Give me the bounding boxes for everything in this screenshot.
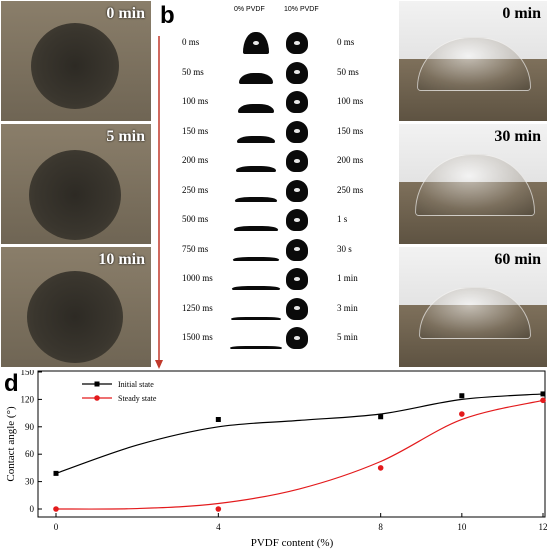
time-arrow bbox=[155, 36, 163, 369]
droplet-0pct bbox=[234, 226, 278, 231]
droplet-10pct bbox=[286, 179, 308, 202]
time-label-right: 200 ms bbox=[337, 155, 364, 165]
time-label-left: 100 ms bbox=[182, 96, 209, 106]
droplet-10pct bbox=[286, 327, 308, 349]
data-point-steady bbox=[53, 506, 59, 512]
droplet-10pct bbox=[286, 91, 308, 113]
panel-c-photo-1: 30 min bbox=[398, 123, 548, 245]
droplet-0pct bbox=[231, 316, 281, 320]
panel-a-photo-0: 0 min bbox=[0, 0, 152, 122]
time-label-right: 1 min bbox=[337, 273, 358, 283]
droplet-10pct bbox=[286, 150, 308, 172]
y-tick-label: 150 bbox=[21, 370, 35, 377]
legend-marker bbox=[94, 381, 100, 387]
y-tick-label: 90 bbox=[25, 422, 35, 432]
droplet-0pct bbox=[236, 166, 276, 172]
droplet-10pct bbox=[286, 61, 308, 84]
time-label-left: 1000 ms bbox=[182, 273, 213, 283]
y-tick-label: 120 bbox=[21, 394, 35, 404]
time-label-left: 1500 ms bbox=[182, 332, 213, 342]
data-point-initial bbox=[459, 393, 465, 399]
time-label-right: 1 s bbox=[337, 214, 348, 224]
water-stain bbox=[31, 23, 119, 109]
time-label-left: 150 ms bbox=[182, 125, 209, 136]
panel-a-time-1: 5 min bbox=[106, 128, 145, 145]
droplet-0pct bbox=[237, 135, 275, 143]
data-point-initial bbox=[53, 470, 59, 476]
time-label-left: 50 ms bbox=[182, 66, 204, 77]
droplet-0pct bbox=[235, 196, 277, 202]
droplet-0pct bbox=[230, 346, 282, 349]
time-label-right: 0 ms bbox=[337, 37, 355, 47]
legend-label: Steady state bbox=[118, 394, 157, 403]
droplet-10pct bbox=[286, 297, 308, 320]
plot-frame bbox=[37, 370, 546, 518]
panel-a-time-0: 0 min bbox=[106, 5, 145, 22]
legend-marker bbox=[94, 395, 100, 401]
x-tick-label: 12 bbox=[539, 522, 548, 532]
panel-c-photo-2: 60 min bbox=[398, 246, 548, 368]
time-label-left: 200 ms bbox=[182, 155, 209, 165]
data-point-steady bbox=[540, 397, 546, 404]
data-point-initial bbox=[540, 391, 546, 397]
droplet-0pct bbox=[239, 72, 273, 84]
data-point-steady bbox=[215, 506, 222, 512]
contact-angle-chart: 0 30 60 90 120 150 0 4 8 10 12 PVDF content (%) Cont… bbox=[5, 370, 548, 549]
fit-curve-steady bbox=[55, 399, 544, 510]
time-label-right: 250 ms bbox=[337, 184, 364, 195]
time-label-right: 3 min bbox=[337, 302, 358, 313]
y-axis-label: Contact angle (°) bbox=[5, 406, 17, 482]
time-label-left: 1250 ms bbox=[182, 302, 213, 313]
panel-c-photo-0: 0 min bbox=[398, 0, 548, 122]
fit-curve-initial bbox=[55, 393, 544, 474]
time-label-right: 50 ms bbox=[337, 66, 359, 77]
y-tick-label: 0 bbox=[30, 504, 35, 514]
droplet-0pct bbox=[238, 104, 274, 113]
panel-b-header-right: 10% PVDF bbox=[284, 6, 319, 13]
droplet-0pct bbox=[233, 256, 279, 261]
droplet-0pct bbox=[243, 32, 269, 54]
data-point-steady bbox=[459, 411, 465, 417]
x-axis-label: PVDF content (%) bbox=[251, 537, 334, 549]
droplet-0pct bbox=[232, 286, 280, 290]
water-stain bbox=[27, 271, 123, 363]
time-label-right: 5 min bbox=[337, 332, 358, 342]
panel-c-time-2: 60 min bbox=[494, 251, 541, 268]
legend-label: Initial state bbox=[118, 380, 154, 389]
water-stain bbox=[29, 150, 121, 240]
droplet-10pct bbox=[286, 120, 308, 143]
panel-a-time-2: 10 min bbox=[98, 251, 145, 268]
y-tick-label: 30 bbox=[25, 477, 35, 487]
time-label-left: 0 ms bbox=[182, 37, 200, 47]
time-label-right: 30 s bbox=[337, 243, 352, 254]
time-label-left: 250 ms bbox=[182, 184, 209, 195]
droplet-10pct bbox=[286, 238, 308, 261]
data-point-steady bbox=[377, 465, 384, 471]
panel-c-time-0: 0 min bbox=[502, 5, 541, 22]
x-tick-label: 0 bbox=[54, 522, 59, 532]
panel-c-time-1: 30 min bbox=[494, 128, 541, 145]
time-label-right: 150 ms bbox=[337, 125, 364, 136]
droplet-10pct bbox=[286, 209, 308, 231]
panel-a-photo-2: 10 min bbox=[0, 246, 152, 368]
x-tick-label: 10 bbox=[457, 522, 467, 532]
time-label-left: 500 ms bbox=[182, 214, 209, 224]
y-tick-label: 60 bbox=[25, 449, 35, 459]
panel-b-letter: b bbox=[160, 2, 175, 29]
data-point-initial bbox=[378, 414, 384, 420]
x-tick-label: 4 bbox=[216, 522, 221, 532]
panel-d-letter: d bbox=[4, 370, 19, 397]
droplet-10pct bbox=[286, 268, 308, 290]
x-tick-label: 8 bbox=[378, 522, 383, 532]
data-point-initial bbox=[215, 416, 221, 422]
panel-b-header-left: 0% PVDF bbox=[234, 6, 265, 13]
time-label-right: 100 ms bbox=[337, 96, 364, 106]
time-label-left: 750 ms bbox=[182, 243, 209, 254]
panel-a-photo-1: 5 min bbox=[0, 123, 152, 245]
droplet-10pct bbox=[286, 32, 308, 54]
